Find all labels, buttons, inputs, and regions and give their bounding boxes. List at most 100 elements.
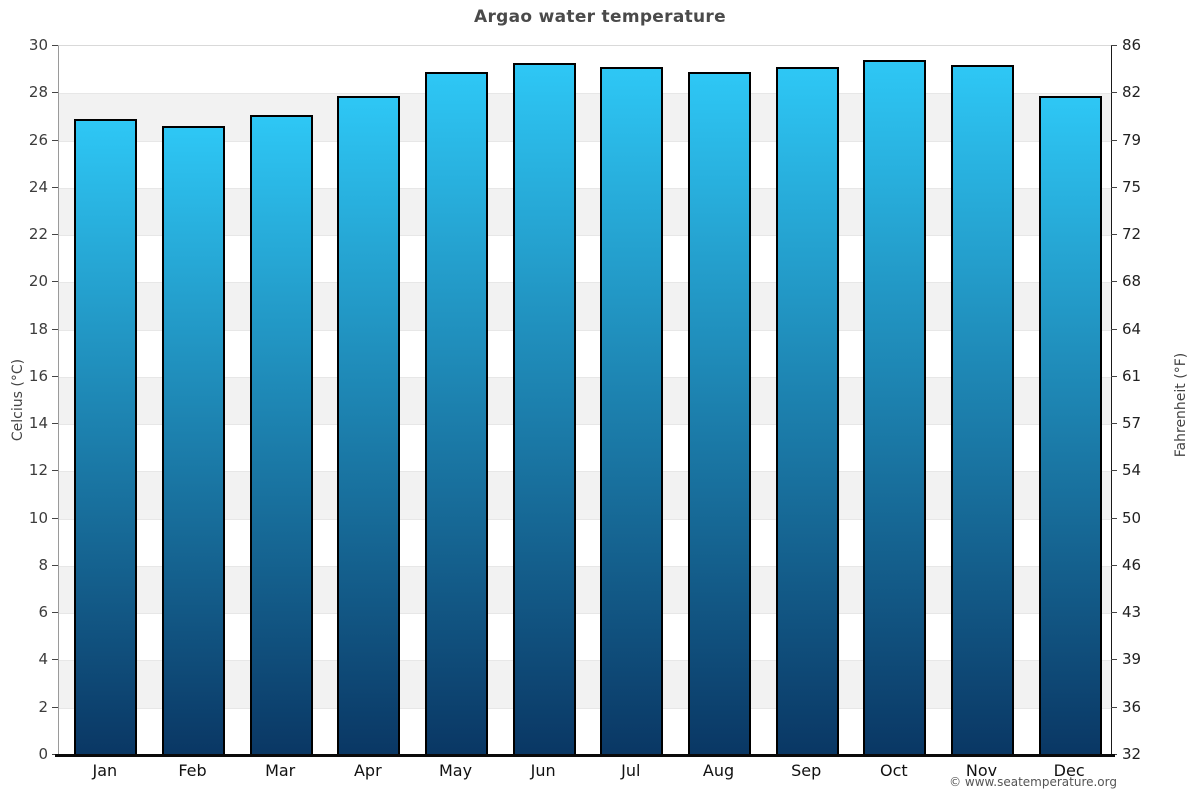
y-tick-label-left: 16 xyxy=(28,366,48,385)
y-tick-label-left: 0 xyxy=(38,745,48,763)
y-tick-label-right: 54 xyxy=(1122,461,1142,480)
y-tick-label-left: 30 xyxy=(28,36,48,54)
y-tick-label-right: 72 xyxy=(1122,225,1142,244)
background-band xyxy=(59,613,1111,660)
y-tick-mark-left xyxy=(52,328,58,330)
background-band xyxy=(59,235,1111,282)
y-tick-mark-left xyxy=(52,45,58,46)
bar-dec xyxy=(1038,95,1102,755)
bar-apr xyxy=(337,95,401,755)
y-tick-label-left: 12 xyxy=(28,461,48,480)
y-tick-label-left: 24 xyxy=(28,177,48,196)
y-tick-mark-left xyxy=(52,470,58,472)
y-tick-label-right: 32 xyxy=(1122,745,1142,763)
y-tick-mark-left xyxy=(52,659,58,661)
y-tick-mark-left xyxy=(52,423,58,425)
x-tick-label-dec: Dec xyxy=(1053,761,1085,780)
y-tick-mark-right xyxy=(1111,92,1117,94)
y-tick-label-right: 68 xyxy=(1122,272,1142,291)
background-band xyxy=(59,660,1111,708)
y-tick-mark-right xyxy=(1111,564,1117,566)
y-tick-label-left: 8 xyxy=(38,555,48,574)
y-axis-title-left: Celcius (°C) xyxy=(10,358,26,442)
y-tick-label-right: 46 xyxy=(1122,555,1142,574)
bar-sep xyxy=(775,67,839,755)
bar-nov xyxy=(951,64,1014,755)
background-band xyxy=(59,329,1111,377)
y-tick-mark-right xyxy=(1111,517,1117,519)
background-band xyxy=(59,565,1111,614)
y-tick-label-right: 86 xyxy=(1122,36,1142,54)
bar-may xyxy=(425,72,488,755)
background-band xyxy=(59,282,1111,330)
y-tick-mark-left xyxy=(52,234,58,236)
y-tick-label-left: 4 xyxy=(38,650,48,669)
y-tick-mark-left xyxy=(52,375,58,377)
y-tick-mark-left xyxy=(52,139,58,141)
y-tick-mark-right xyxy=(1111,281,1117,283)
background-band xyxy=(59,93,1111,141)
y-tick-label-left: 26 xyxy=(28,130,48,149)
y-tick-label-left: 14 xyxy=(28,414,48,433)
plot-area xyxy=(58,45,1112,755)
x-tick-label-jan: Jan xyxy=(92,761,118,780)
background-band xyxy=(59,518,1111,566)
bar-jul xyxy=(600,67,664,755)
y-tick-label-right: 43 xyxy=(1122,603,1142,622)
background-band xyxy=(59,471,1111,519)
y-tick-label-right: 61 xyxy=(1122,366,1142,385)
y-tick-mark-right xyxy=(1111,470,1117,472)
x-tick-label-oct: Oct xyxy=(879,761,908,780)
y-tick-mark-left xyxy=(52,92,58,94)
bar-feb xyxy=(162,126,225,755)
background-band xyxy=(59,376,1111,425)
copyright-watermark: © www.seatemperature.org xyxy=(949,775,1117,789)
bar-jun xyxy=(512,62,576,755)
x-tick-label-aug: Aug xyxy=(702,761,735,780)
y-tick-mark-left xyxy=(52,706,58,708)
y-tick-mark-left xyxy=(52,612,58,614)
y-tick-label-left: 22 xyxy=(28,225,48,244)
y-tick-mark-right xyxy=(1111,234,1117,236)
x-tick-label-apr: Apr xyxy=(353,761,382,780)
y-tick-mark-right xyxy=(1111,375,1117,377)
y-tick-mark-right xyxy=(1111,328,1117,330)
x-tick-label-may: May xyxy=(438,761,473,780)
y-tick-label-right: 36 xyxy=(1122,697,1142,716)
y-tick-label-right: 75 xyxy=(1122,177,1142,196)
y-tick-mark-left xyxy=(52,186,58,188)
y-tick-label-left: 10 xyxy=(28,508,48,527)
y-tick-label-left: 6 xyxy=(38,603,48,622)
y-tick-mark-right xyxy=(1111,706,1117,708)
x-tick-label-nov: Nov xyxy=(965,761,998,780)
y-tick-mark-right xyxy=(1111,139,1117,141)
x-tick-label-jun: Jun xyxy=(530,761,556,780)
y-tick-label-right: 79 xyxy=(1122,130,1142,149)
x-axis-line xyxy=(55,754,1115,757)
bar-aug xyxy=(688,72,751,755)
bar-oct xyxy=(863,60,927,755)
background-band xyxy=(59,140,1111,188)
x-tick-label-feb: Feb xyxy=(178,761,207,780)
bar-jan xyxy=(74,119,138,755)
y-tick-label-left: 18 xyxy=(28,319,48,338)
x-tick-label-sep: Sep xyxy=(791,761,822,780)
y-tick-label-left: 28 xyxy=(28,83,48,102)
background-band xyxy=(59,424,1111,471)
background-band xyxy=(59,707,1111,755)
y-tick-mark-left xyxy=(52,281,58,283)
y-tick-mark-right xyxy=(1111,423,1117,425)
y-tick-label-left: 2 xyxy=(38,697,48,716)
y-tick-mark-left xyxy=(52,517,58,519)
y-tick-label-right: 82 xyxy=(1122,83,1142,102)
y-tick-label-right: 39 xyxy=(1122,650,1142,669)
bar-mar xyxy=(249,114,313,755)
chart-title: Argao water temperature xyxy=(474,7,726,27)
y-tick-mark-right xyxy=(1111,45,1117,46)
y-tick-label-right: 64 xyxy=(1122,319,1142,338)
y-tick-mark-left xyxy=(52,564,58,566)
y-tick-mark-right xyxy=(1111,659,1117,661)
y-tick-label-right: 50 xyxy=(1122,508,1142,527)
y-tick-label-right: 57 xyxy=(1122,414,1142,433)
